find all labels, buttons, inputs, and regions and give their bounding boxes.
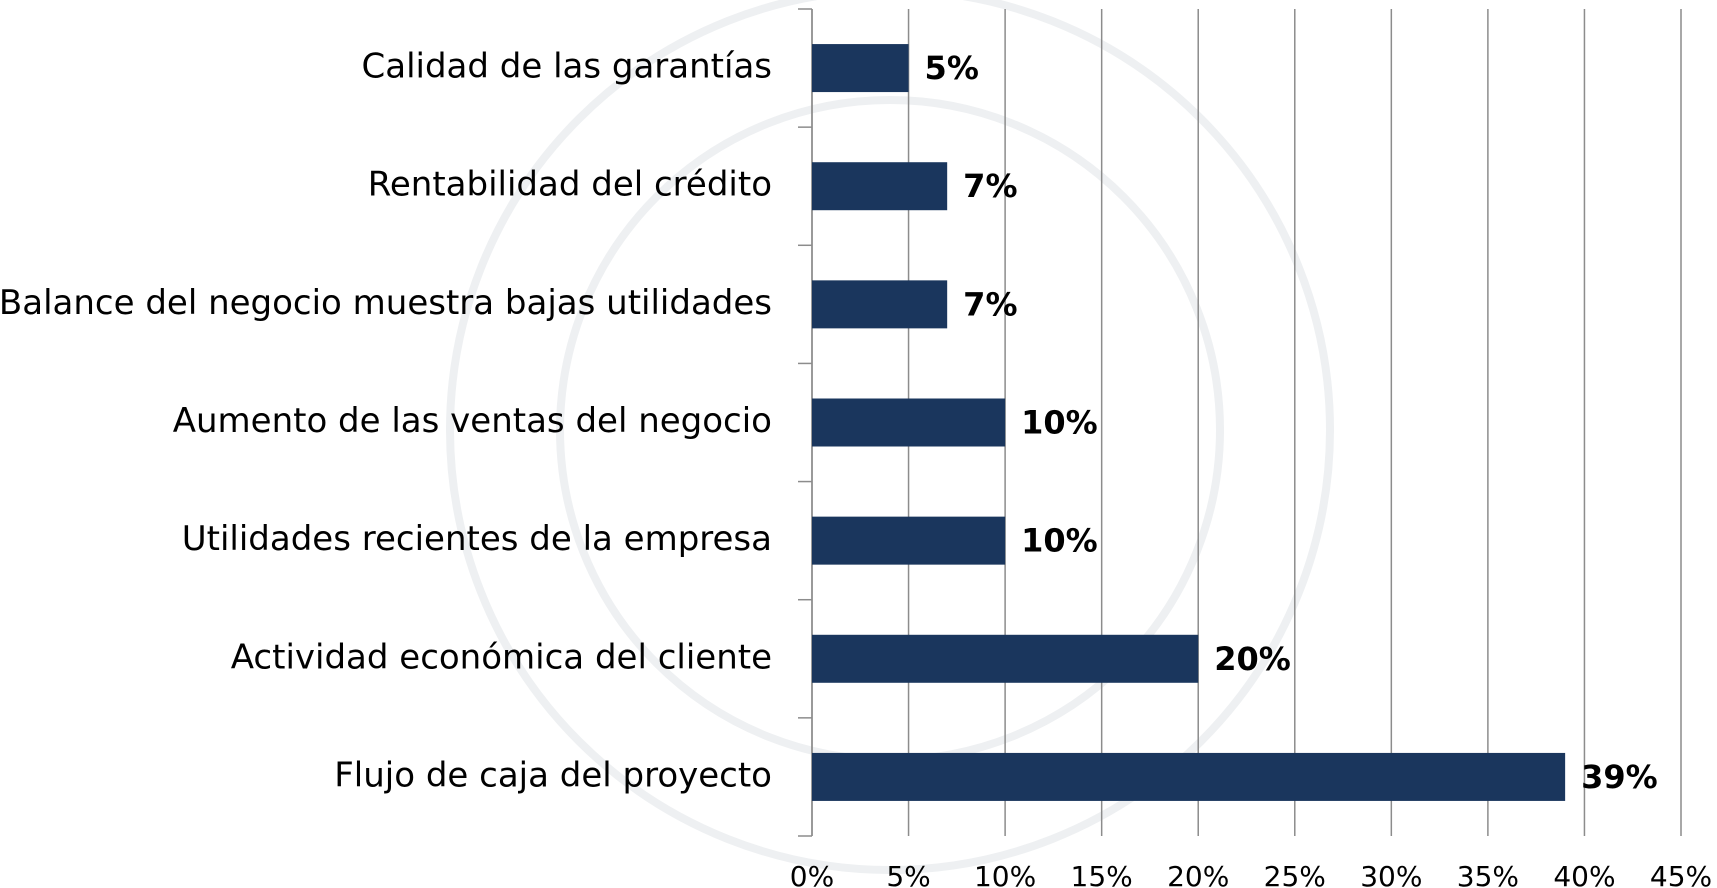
y-tick-label: Balance del negocio muestra bajas utilid… xyxy=(0,283,772,323)
x-tick-label: 5% xyxy=(886,860,930,888)
data-label: 7% xyxy=(963,285,1017,323)
x-tick-label: 25% xyxy=(1264,860,1326,888)
data-label: 39% xyxy=(1581,758,1658,796)
y-tick-label: Aumento de las ventas del negocio xyxy=(173,401,772,441)
data-label: 20% xyxy=(1214,640,1291,678)
data-label: 7% xyxy=(963,167,1017,205)
x-tick-label: 10% xyxy=(974,860,1036,888)
x-tick-label: 15% xyxy=(1071,860,1133,888)
y-tick-label: Utilidades recientes de la empresa xyxy=(182,519,772,559)
bar xyxy=(812,162,948,211)
data-label: 10% xyxy=(1021,404,1098,442)
x-tick-label: 45% xyxy=(1650,860,1712,888)
x-tick-label: 20% xyxy=(1167,860,1229,888)
bar xyxy=(812,44,909,93)
x-tick-label: 35% xyxy=(1457,860,1519,888)
y-tick-label: Calidad de las garantías xyxy=(362,47,773,87)
y-tick-label: Flujo de caja del proyecto xyxy=(334,755,772,795)
x-tick-label: 0% xyxy=(790,860,834,888)
data-label: 10% xyxy=(1021,522,1098,560)
bar xyxy=(812,398,1006,447)
data-label: 5% xyxy=(925,49,979,87)
bar xyxy=(812,280,948,329)
bar xyxy=(812,634,1199,683)
y-tick-label: Actividad económica del cliente xyxy=(231,637,772,677)
y-tick-label: Rentabilidad del crédito xyxy=(368,165,772,205)
x-tick-label: 30% xyxy=(1360,860,1422,888)
bar xyxy=(812,516,1006,565)
x-tick-label: 40% xyxy=(1553,860,1615,888)
bar xyxy=(812,752,1566,801)
